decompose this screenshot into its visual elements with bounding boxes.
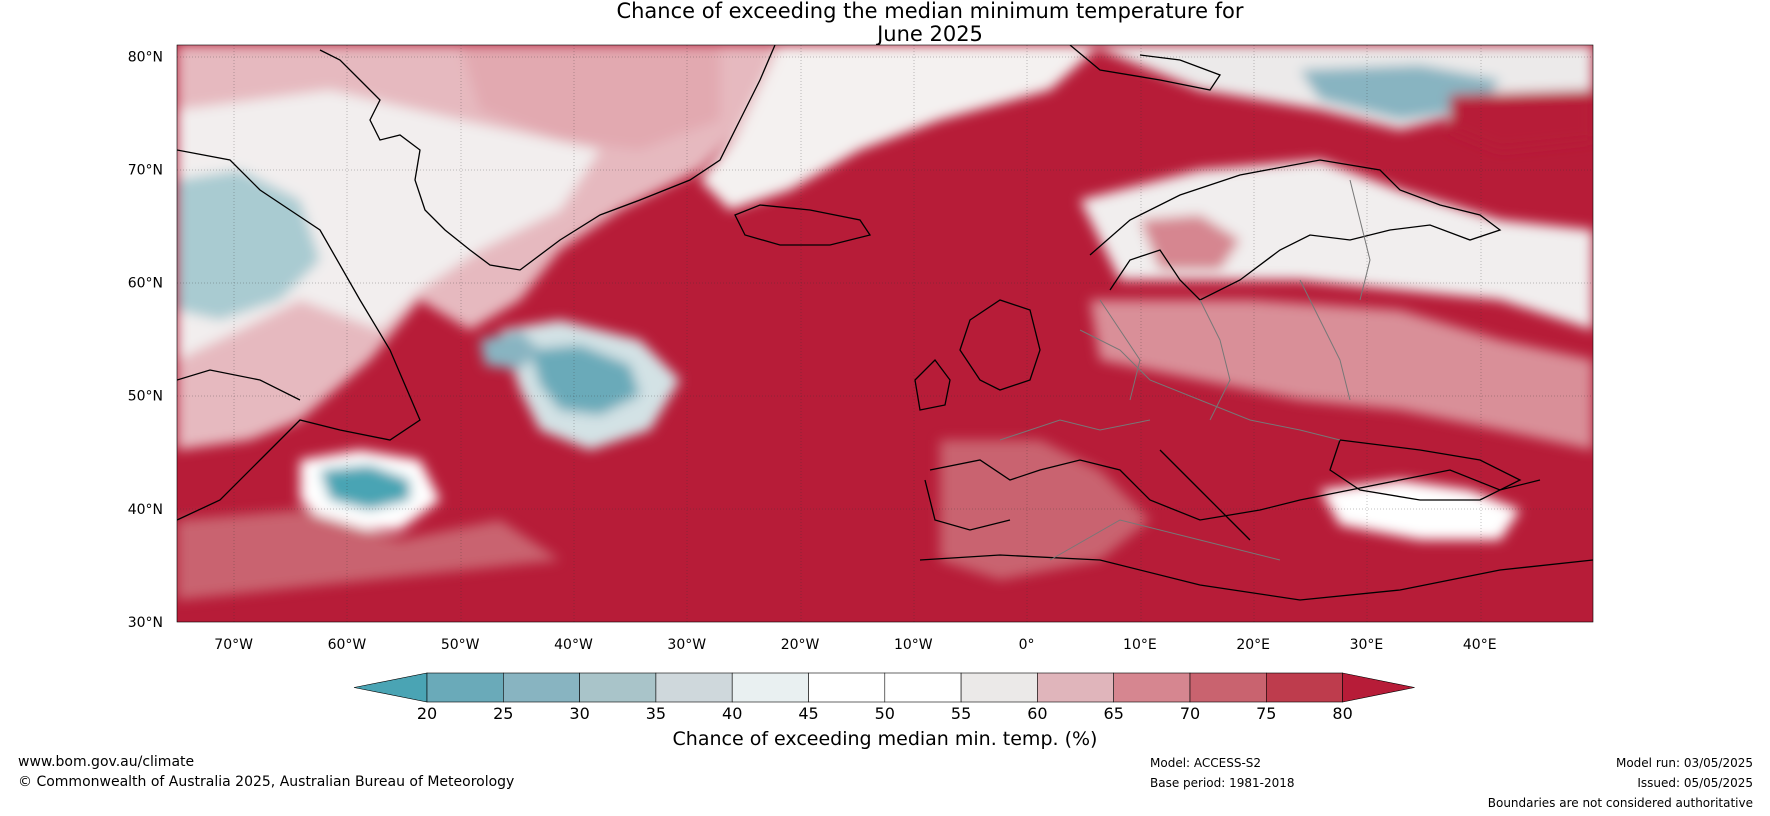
- colorbar-title: Chance of exceeding median min. temp. (%…: [673, 728, 1098, 750]
- colorbar-tick-label: 35: [646, 704, 666, 723]
- longitude-label: 30°E: [1350, 637, 1384, 653]
- website-link[interactable]: www.bom.gov.au/climate: [18, 754, 195, 770]
- latitude-label: 70°N: [128, 162, 163, 178]
- boundaries-disclaimer: Boundaries are not considered authoritat…: [1487, 796, 1753, 810]
- colorbar-segment: [426, 672, 504, 703]
- copyright-notice: © Commonwealth of Australia 2025, Austra…: [18, 774, 515, 790]
- colorbar-tick-label: 75: [1256, 704, 1276, 723]
- latitude-label: 50°N: [128, 389, 163, 405]
- latitude-label: 80°N: [128, 49, 163, 65]
- colorbar-extend-high: [1342, 672, 1415, 703]
- latitude-label: 40°N: [128, 502, 163, 518]
- colorbar-segment: [1266, 672, 1343, 703]
- longitude-label: 30°W: [667, 637, 706, 653]
- colorbar-segment: [960, 672, 1038, 703]
- probability-field: [177, 45, 1593, 600]
- map-panel: [177, 45, 1593, 622]
- coastlines: [177, 45, 1593, 601]
- colorbar-segment: [808, 672, 886, 703]
- chart-title: Chance of exceeding the median minimum t…: [0, 0, 1770, 46]
- colorbar-segment: [1113, 672, 1191, 703]
- longitude-label: 0°: [1019, 637, 1035, 653]
- longitude-label: 40°W: [554, 637, 593, 653]
- map-frame: [176, 44, 1594, 623]
- colorbar: [353, 672, 1415, 703]
- colorbar-segment: [502, 672, 580, 703]
- base-period: Base period: 1981-2018: [1150, 776, 1295, 790]
- colorbar-segment: [1037, 672, 1115, 703]
- colorbar-tick-label: 60: [1027, 704, 1047, 723]
- colorbar-segment: [655, 672, 733, 703]
- model-run-date: Model run: 03/05/2025: [1615, 756, 1753, 770]
- longitude-labels: 70°W 60°W 50°W 40°W 30°W 20°W 10°W 0° 10°E 20°E 30…: [214, 637, 1496, 653]
- model-name: Model: ACCESS-S2: [1150, 756, 1262, 770]
- colorbar-extend-low: [353, 672, 428, 703]
- colorbar-segment: [1189, 672, 1267, 703]
- colorbar-segment: [731, 672, 809, 703]
- colorbar-segment: [579, 672, 657, 703]
- title-line-2: June 2025: [877, 22, 983, 46]
- colorbar-tick-label: 40: [722, 704, 742, 723]
- longitude-label: 70°W: [214, 637, 253, 653]
- longitude-label: 20°E: [1236, 637, 1270, 653]
- colorbar-tick-label: 45: [798, 704, 818, 723]
- colorbar-segment: [884, 672, 962, 703]
- colorbar-tick-label: 70: [1180, 704, 1200, 723]
- issued-date: Issued: 05/05/2025: [1637, 776, 1753, 790]
- colorbar-tick-label: 65: [1104, 704, 1124, 723]
- colorbar-tick-labels: 20 25 30 35 40 45 50 55 60 65 70 75 80: [417, 704, 1353, 723]
- longitude-label: 50°W: [441, 637, 480, 653]
- longitude-label: 40°E: [1463, 637, 1497, 653]
- colorbar-tick-label: 20: [417, 704, 437, 723]
- longitude-label: 20°W: [781, 637, 820, 653]
- colorbar-tick-label: 50: [875, 704, 895, 723]
- colorbar-tick-label: 80: [1332, 704, 1352, 723]
- latitude-label: 30°N: [128, 615, 163, 631]
- colorbar-tick-label: 25: [493, 704, 513, 723]
- longitude-label: 10°E: [1123, 637, 1157, 653]
- longitude-label: 10°W: [894, 637, 933, 653]
- longitude-label: 60°W: [328, 637, 367, 653]
- country-borders: [999, 179, 1371, 561]
- latitude-label: 60°N: [128, 276, 163, 292]
- graticule: [177, 45, 1593, 622]
- colorbar-tick-label: 55: [951, 704, 971, 723]
- colorbar-tick-label: 30: [569, 704, 589, 723]
- title-line-1: Chance of exceeding the median minimum t…: [616, 0, 1244, 23]
- latitude-labels: 80°N 70°N 60°N 50°N 40°N 30°N: [128, 49, 163, 631]
